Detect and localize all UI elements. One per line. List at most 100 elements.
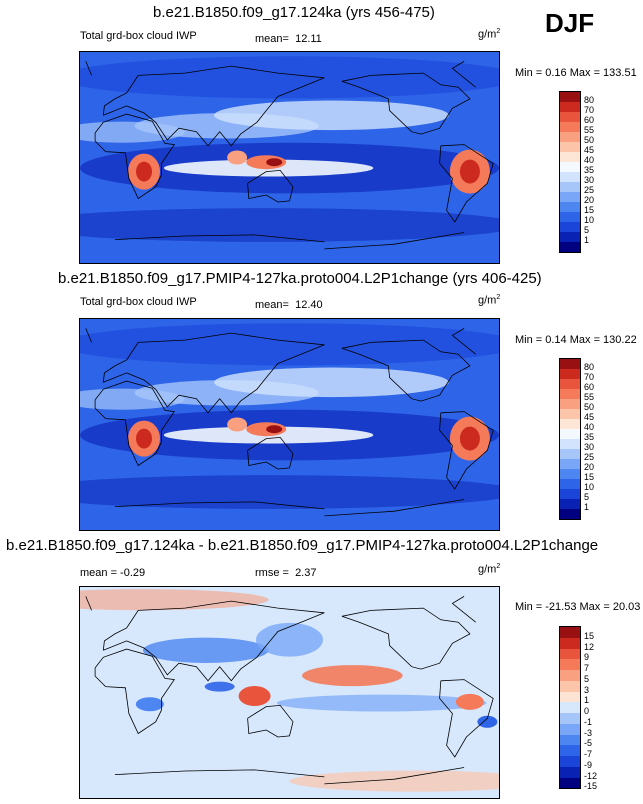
field-feature [276,694,487,712]
field-feature [135,697,164,712]
colorbar-swatch [560,691,580,703]
colorbar-tick-label: 1 [584,695,590,706]
colorbar-swatch [560,766,580,778]
colorbar-swatch [560,232,580,242]
colorbar-swatch [560,92,580,102]
colorbar-tick-label: 80 [584,95,595,105]
panel-3-rmse-value: 2.37 [295,567,317,579]
panel-1-colorbar [559,91,581,253]
colorbar-tick-label: -7 [584,749,593,759]
coastline [94,380,175,467]
coastline [451,596,476,623]
panel-2-mean-value: 12.40 [295,299,323,311]
colorbar-swatch [560,734,580,746]
field-feature [227,417,248,432]
coastline [324,767,465,785]
colorbar-swatch [560,479,580,489]
colorbar-swatch [560,637,580,649]
panel-3-mean: mean = -0.29 [80,567,146,579]
colorbar-tick-label: 40 [584,422,595,432]
colorbar-tick-label: -9 [584,759,593,770]
panel-1-title: b.e21.B1850.f09_g17.124ka (yrs 456-475) [153,4,435,21]
coastline [94,113,175,200]
panel-1-units: g/m2 [478,28,501,41]
colorbar-tick-label: 60 [584,382,595,392]
field-feature [80,56,499,99]
field-feature [80,323,499,366]
colorbar-tick-label: 9 [584,652,590,663]
colorbar-tick-label: 25 [584,185,595,195]
colorbar-tick-label: 12 [584,641,595,652]
colorbar-swatch [560,449,580,459]
colorbar-swatch [560,659,580,670]
colorbar-swatch [560,680,580,692]
coastline [102,65,325,147]
colorbar-swatch [560,142,580,152]
map-field [80,319,499,530]
field-feature [266,425,283,434]
colorbar-swatch [560,399,580,409]
colorbar-swatch [560,192,580,202]
field-feature [204,681,235,692]
colorbar-tick-label: 50 [584,402,595,412]
coastline [451,61,476,88]
panel-3-minmax: Min = -21.53 Max = 20.03 [515,601,641,613]
colorbar-swatch [560,670,580,681]
panel-3-units: g/m2 [478,563,501,576]
field-feature [142,637,269,663]
coastline [94,648,175,735]
coastline [439,411,494,490]
colorbar-tick-label: 7 [584,663,590,673]
colorbar-swatch [560,713,580,724]
colorbar-swatch [560,459,580,469]
colorbar-tick-label: -5 [584,738,593,749]
map-background [80,587,499,798]
coastline [247,704,294,738]
colorbar-tick-label: 5 [584,225,590,235]
colorbar-tick-label: 35 [584,165,595,175]
colorbar-tick-label: 25 [584,452,595,462]
colorbar-tick-label: -1 [584,716,593,727]
colorbar-swatch [560,429,580,439]
panel-2-map [79,318,500,531]
colorbar-swatch [560,389,580,399]
coastline [85,61,92,76]
field-feature [80,589,269,611]
colorbar-swatch [560,509,580,519]
colorbar-tick-label: 50 [584,135,595,145]
coastline [451,328,476,355]
coastline [324,499,465,517]
coastline [85,596,92,611]
colorbar-tick-label: -3 [584,727,593,738]
colorbar-swatch [560,242,580,252]
colorbar-tick-label: 10 [584,215,595,225]
coastline [341,607,471,670]
colorbar-tick-label: 60 [584,115,595,125]
field-feature [459,426,480,451]
colorbar-swatch [560,162,580,172]
panel-3-rmse-label: rmse = [255,567,289,579]
colorbar-tick-label: 55 [584,392,595,402]
colorbar-tick-label: 15 [584,472,595,482]
panel-2-title: b.e21.B1850.f09_g17.PMIP4-127ka.proto004… [58,270,542,287]
colorbar-swatch [560,777,580,789]
coastline [341,72,471,135]
panel-3-colorbar [559,626,581,790]
season-label: DJF [545,8,595,38]
panel-1-minmax: Min = 0.16 Max = 133.51 [515,67,637,79]
colorbar-swatch [560,723,580,735]
field-feature [255,622,324,657]
field-feature [459,159,480,184]
coastline [102,332,325,414]
coastline [341,339,471,402]
colorbar-tick-label: 5 [584,673,590,684]
colorbar-swatch [560,222,580,232]
map-field [80,587,499,798]
colorbar-tick-label: 15 [584,205,595,215]
panel-3-rmse: rmse = 2.37 [255,567,316,579]
colorbar-tick-label: 0 [584,706,590,716]
colorbar-tick-label: 5 [584,492,590,502]
colorbar-tick-label: 45 [584,145,595,155]
colorbar-tick-label: 35 [584,432,595,442]
colorbar-tick-label: 3 [584,684,590,695]
